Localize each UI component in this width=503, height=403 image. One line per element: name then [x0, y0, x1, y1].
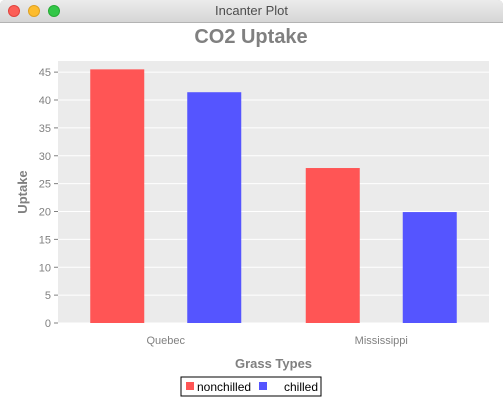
y-tick-label: 20	[39, 207, 51, 219]
y-tick-label: 45	[39, 67, 51, 79]
x-axis-label: Grass Types	[235, 356, 312, 371]
y-tick-label: 10	[39, 262, 51, 274]
zoom-window-button[interactable]	[48, 5, 60, 17]
legend-swatch-chilled	[259, 382, 267, 390]
bar-nonchilled-quebec	[90, 69, 145, 324]
close-window-button[interactable]	[8, 5, 20, 17]
legend-box	[180, 376, 322, 397]
bar-nonchilled-mississippi	[305, 168, 360, 323]
x-axis: Quebec Mississippi	[146, 335, 407, 347]
y-tick-label: 25	[39, 179, 51, 191]
y-tick-label: 35	[39, 123, 51, 135]
legend-label-chilled: chilled	[284, 380, 318, 394]
bar-chart: CO2 Uptake 0 5 10 15 20 25 30 35 40 45 Quebec Miss…	[15, 26, 489, 397]
y-tick-label: 0	[45, 318, 51, 330]
y-tick-label: 5	[45, 290, 51, 302]
y-tick-label: 15	[39, 234, 51, 246]
x-tick-label: Quebec	[146, 335, 185, 347]
bar-chilled-quebec	[187, 92, 242, 324]
legend-swatch-nonchilled	[186, 382, 194, 390]
y-axis: 0 5 10 15 20 25 30 35 40 45	[39, 67, 58, 330]
legend-label-nonchilled: nonchilled	[197, 380, 251, 394]
minimize-window-button[interactable]	[28, 5, 40, 17]
y-axis-label: Uptake	[15, 170, 30, 213]
legend: nonchilled chilled	[180, 376, 322, 397]
chart-title: CO2 Uptake	[194, 26, 307, 48]
chart-panel: CO2 Uptake 0 5 10 15 20 25 30 35 40 45 Quebec Miss…	[0, 23, 503, 403]
title-bar: Incanter Plot	[0, 0, 503, 23]
y-tick-label: 30	[39, 151, 51, 163]
y-tick-label: 40	[39, 95, 51, 107]
bar-chilled-mississippi	[402, 212, 457, 323]
window-title: Incanter Plot	[215, 3, 288, 18]
bars	[90, 69, 457, 324]
x-tick-label: Mississippi	[355, 335, 408, 347]
